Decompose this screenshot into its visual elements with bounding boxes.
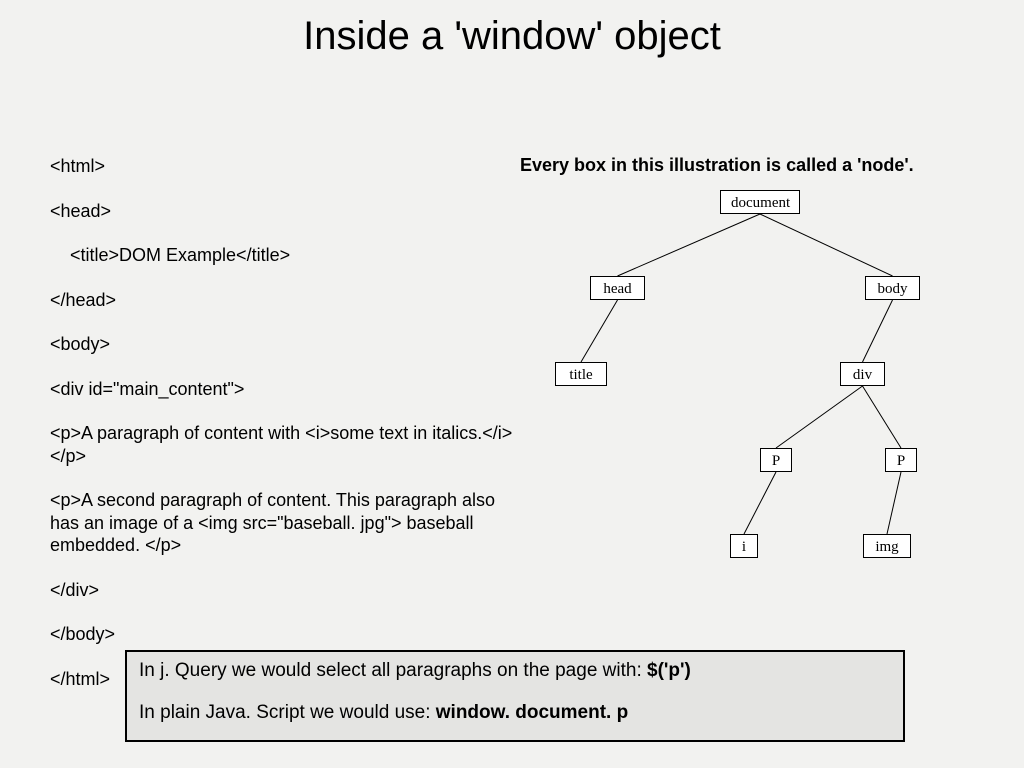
code-line: <html> [50, 155, 520, 178]
tree-node-body: body [865, 276, 920, 300]
footer-code: $('p') [647, 660, 691, 681]
tree-node-p1: P [760, 448, 792, 472]
tree-node-i: i [730, 534, 758, 558]
footer-text: In j. Query we would select all paragrap… [139, 660, 647, 681]
footer-code: window. document. p [436, 702, 628, 723]
code-line: <p>A paragraph of content with <i>some t… [50, 422, 520, 467]
code-line: </head> [50, 289, 520, 312]
footer-line-2: In plain Java. Script we would use: wind… [139, 702, 891, 724]
tree-edges [555, 190, 985, 580]
tree-node-div: div [840, 362, 885, 386]
code-line: <div id="main_content"> [50, 378, 520, 401]
code-line: <body> [50, 333, 520, 356]
footer-line-1: In j. Query we would select all paragrap… [139, 660, 891, 682]
footer-text: In plain Java. Script we would use: [139, 702, 436, 723]
tree-node-head: head [590, 276, 645, 300]
tree-node-p2: P [885, 448, 917, 472]
footer-box: In j. Query we would select all paragrap… [125, 650, 905, 742]
code-line: </body> [50, 623, 520, 646]
dom-tree-diagram: document head body title div P Pi img [555, 190, 985, 580]
slide-title: Inside a 'window' object [0, 0, 1024, 59]
code-line: <head> [50, 200, 520, 223]
code-line: <title>DOM Example</title> [50, 244, 520, 267]
code-line: </div> [50, 579, 520, 602]
tree-node-title: title [555, 362, 607, 386]
diagram-caption: Every box in this illustration is called… [520, 155, 980, 176]
tree-node-img: img [863, 534, 911, 558]
tree-node-document: document [720, 190, 800, 214]
code-listing: <html> <head> <title>DOM Example</title>… [50, 155, 520, 712]
code-line: <p>A second paragraph of content. This p… [50, 489, 520, 557]
